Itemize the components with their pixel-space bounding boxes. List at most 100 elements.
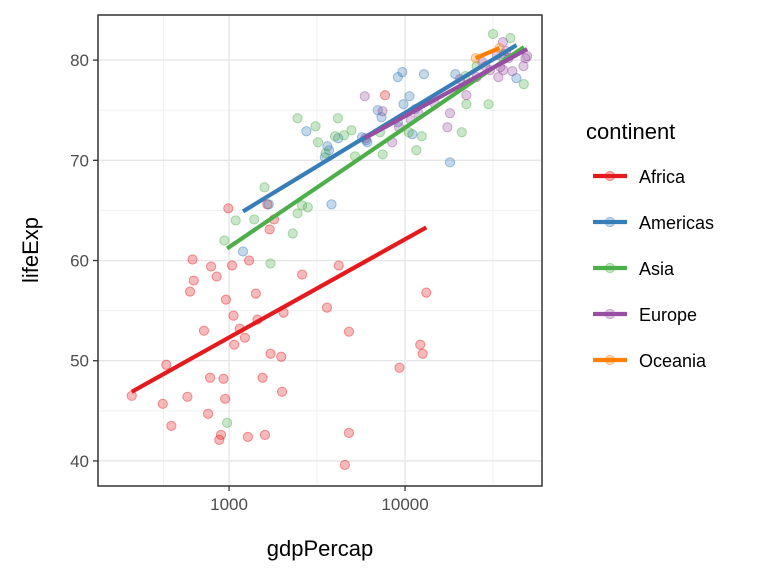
plot-panel-border — [97, 14, 543, 487]
data-point-asia — [411, 145, 422, 156]
data-point-asia — [329, 131, 341, 142]
data-point-americas — [376, 112, 387, 123]
data-point-europe — [520, 52, 531, 64]
data-point-asia — [338, 130, 350, 141]
data-point-africa — [333, 260, 344, 271]
data-point-africa — [215, 429, 227, 440]
data-point-africa — [262, 199, 273, 210]
data-point-asia — [332, 113, 343, 124]
data-point-asia — [518, 79, 529, 90]
data-point-americas — [301, 126, 312, 137]
data-point-asia — [416, 131, 427, 142]
data-point-asia — [461, 99, 472, 110]
data-point-asia — [312, 137, 324, 148]
legend: continent Africa Americas Asia Europe Oceani… — [586, 119, 714, 371]
legend-label: Oceania — [639, 351, 707, 371]
data-point-americas — [263, 199, 274, 210]
fit-line-oceania — [474, 46, 501, 61]
data-point-africa — [417, 348, 428, 359]
data-point-africa — [394, 362, 405, 373]
data-point-africa — [242, 431, 254, 442]
legend-item-oceania: Oceania — [593, 351, 707, 371]
data-point-africa — [239, 332, 250, 343]
x-axis-ticks: 1000 10000 — [210, 486, 429, 514]
y-tick-label: 40 — [70, 452, 89, 471]
legend-item-europe: Europe — [593, 305, 697, 325]
data-point-africa — [166, 420, 177, 431]
data-point-americas — [444, 157, 456, 168]
data-point-africa — [339, 459, 350, 471]
fit-line-europe — [363, 47, 529, 141]
data-point-asia — [302, 202, 313, 213]
data-point-africa — [182, 391, 193, 402]
data-point-africa — [214, 434, 225, 446]
data-point-africa — [205, 261, 217, 272]
data-point-americas — [333, 133, 344, 144]
data-point-africa — [187, 254, 198, 265]
x-axis-title: gdpPercap — [267, 536, 373, 561]
legend-item-africa: Africa — [593, 167, 686, 187]
data-point-africa — [161, 359, 172, 370]
data-point-americas — [372, 105, 383, 116]
data-point-asia — [483, 99, 494, 110]
y-tick-label: 70 — [70, 151, 89, 170]
data-point-africa — [202, 408, 214, 419]
data-point-africa — [226, 260, 238, 271]
data-point-africa — [204, 372, 216, 383]
data-point-africa — [157, 398, 168, 409]
data-point-africa — [321, 302, 333, 313]
data-point-americas — [323, 145, 335, 156]
data-point-americas — [392, 72, 403, 83]
data-point-asia — [320, 148, 331, 159]
grid-major — [98, 15, 542, 486]
y-axis-ticks: 40 50 60 70 80 — [70, 51, 98, 471]
data-point-asia — [296, 200, 308, 211]
data-point-europe — [359, 91, 370, 102]
data-point-asia — [292, 113, 303, 124]
data-point-americas — [326, 199, 337, 210]
data-point-africa — [188, 275, 199, 286]
data-point-americas — [322, 141, 333, 152]
data-point-asia — [230, 215, 241, 226]
data-point-europe — [461, 90, 472, 101]
legend-item-americas: Americas — [593, 213, 714, 233]
data-point-americas — [511, 73, 522, 84]
data-point-asia — [505, 32, 516, 44]
data-point-asia — [310, 121, 321, 132]
x-tick-label: 1000 — [210, 495, 248, 514]
data-point-americas — [237, 246, 249, 257]
data-point-africa — [343, 427, 355, 438]
data-point-africa — [276, 386, 288, 397]
y-tick-label: 80 — [70, 51, 89, 70]
y-axis-title: lifeExp — [18, 217, 43, 283]
data-point-africa — [343, 326, 355, 337]
data-point-asia — [377, 149, 388, 160]
data-point-europe — [498, 65, 509, 76]
data-point-africa — [229, 339, 240, 350]
data-point-americas — [450, 69, 461, 80]
y-tick-label: 50 — [70, 352, 89, 371]
data-point-africa — [250, 288, 261, 299]
data-point-africa — [259, 429, 271, 440]
data-point-asia — [346, 125, 357, 136]
data-point-africa — [126, 390, 137, 401]
data-point-asia — [287, 228, 298, 239]
data-point-asia — [249, 214, 260, 225]
data-point-africa — [211, 271, 222, 282]
data-point-americas — [398, 99, 409, 110]
data-point-africa — [223, 203, 234, 214]
data-point-asia — [456, 127, 467, 138]
data-point-africa — [244, 255, 255, 266]
data-point-americas — [397, 67, 408, 78]
data-point-africa — [198, 325, 210, 336]
fit-line-asia — [225, 45, 526, 251]
legend-label: Europe — [639, 305, 697, 325]
fit-line-africa — [130, 225, 428, 394]
data-point-europe — [518, 61, 529, 72]
data-point-africa — [220, 393, 231, 404]
legend-label: Asia — [639, 259, 675, 279]
data-point-americas — [407, 129, 418, 140]
data-point-asia — [265, 258, 276, 269]
